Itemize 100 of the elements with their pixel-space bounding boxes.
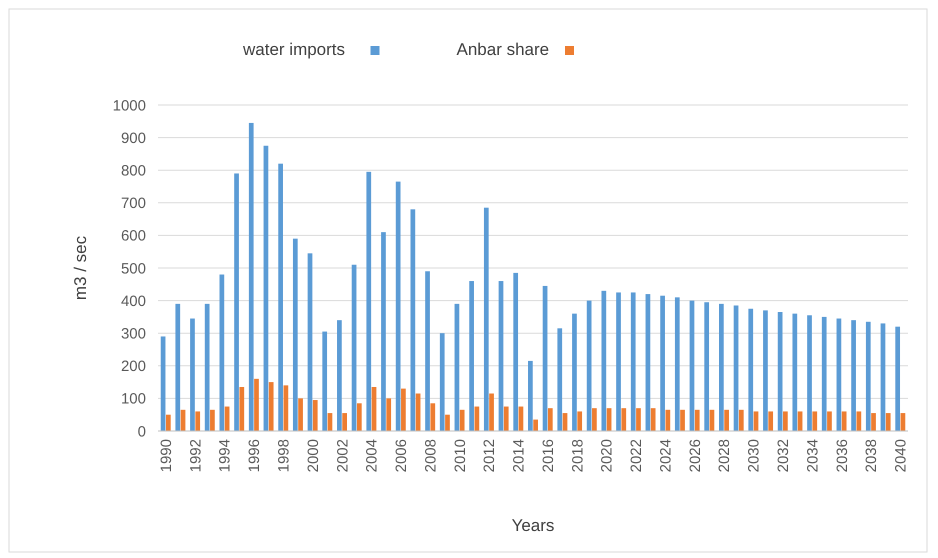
bar	[308, 253, 312, 431]
x-tick-label: 2010	[452, 439, 469, 472]
bar	[738, 410, 744, 431]
bar	[401, 388, 406, 431]
x-tick-label: 2022	[628, 439, 646, 472]
y-tick-label: 600	[120, 228, 146, 245]
x-tick-label: 2028	[716, 439, 734, 472]
bar	[768, 411, 774, 431]
x-tick-label: 2026	[686, 439, 704, 472]
x-tick-label: 2018	[569, 439, 586, 472]
bar	[386, 398, 392, 431]
y-tick-label: 200	[120, 358, 146, 376]
bar	[822, 316, 827, 431]
bar	[807, 315, 812, 431]
bar	[842, 411, 847, 431]
bar	[792, 314, 798, 431]
bar	[704, 302, 710, 431]
bar	[856, 411, 862, 431]
x-tick-label: 2014	[510, 439, 528, 472]
bar	[195, 411, 200, 431]
bar	[416, 394, 420, 431]
y-tick-label: 100	[120, 390, 146, 408]
bar	[498, 281, 504, 431]
bar	[489, 394, 494, 431]
bar	[577, 411, 582, 431]
bar	[298, 398, 303, 431]
bar	[871, 413, 876, 431]
x-tick-label: 2024	[657, 439, 674, 472]
x-tick-label: 2012	[481, 439, 498, 472]
x-axis-title: Years	[512, 516, 554, 535]
bar	[734, 305, 738, 431]
y-tick-label: 500	[120, 260, 146, 278]
bar	[396, 182, 401, 431]
y-tick-label: 1000	[112, 97, 146, 114]
bar	[356, 403, 362, 431]
bar	[410, 209, 416, 431]
bar	[895, 326, 900, 431]
bar	[748, 308, 754, 431]
y-axis-title: m3 / sec	[71, 235, 90, 300]
bar	[646, 294, 650, 431]
bar	[460, 410, 465, 431]
bar	[430, 403, 436, 431]
x-tick-label: 2008	[422, 439, 440, 472]
bar	[190, 318, 195, 431]
x-tick-label: 1998	[275, 439, 292, 472]
bar	[328, 413, 332, 431]
bar	[425, 271, 430, 431]
bar	[533, 420, 538, 431]
bar	[812, 411, 818, 431]
bar	[572, 314, 577, 431]
bar	[827, 411, 832, 431]
bar	[166, 414, 171, 431]
bar	[886, 413, 891, 431]
bar	[180, 410, 186, 431]
bar	[680, 410, 685, 431]
bar	[592, 408, 597, 431]
bar	[674, 297, 680, 431]
y-tick-label: 0	[138, 423, 146, 440]
bar	[518, 406, 524, 431]
y-tick-label: 400	[120, 292, 146, 310]
x-tick-label: 1994	[216, 439, 234, 472]
bar	[513, 272, 518, 431]
x-tick-label: 2002	[334, 439, 352, 472]
bar	[210, 410, 215, 431]
bar	[284, 385, 288, 431]
bar	[778, 312, 782, 431]
bar	[694, 410, 700, 431]
bar	[630, 292, 636, 431]
x-tick-label: 1992	[187, 439, 204, 472]
bar	[312, 400, 318, 431]
bar	[542, 286, 548, 431]
bar	[454, 304, 460, 431]
y-tick-label: 300	[120, 325, 146, 342]
x-tick-label: 2036	[834, 439, 851, 472]
x-tick-label: 2032	[775, 439, 792, 472]
y-tick-label: 800	[120, 162, 146, 180]
x-tick-label: 2006	[393, 439, 410, 472]
x-tick-label: 2034	[804, 439, 822, 472]
bar	[239, 386, 244, 431]
bar	[660, 296, 665, 431]
bar	[175, 304, 180, 431]
bar	[616, 292, 621, 431]
bar	[381, 232, 386, 431]
bar	[851, 320, 856, 431]
bar	[268, 382, 274, 431]
bar	[690, 300, 694, 431]
x-tick-label: 2004	[364, 439, 381, 472]
y-tick-label: 700	[120, 195, 146, 212]
x-tick-label: 2040	[892, 439, 910, 472]
bar	[224, 406, 230, 431]
bar	[342, 413, 347, 431]
x-tick-label: 1996	[246, 439, 264, 472]
bar	[528, 360, 533, 431]
bar	[763, 310, 768, 431]
bar	[204, 304, 210, 431]
x-tick-label: 2038	[863, 439, 880, 472]
bar	[710, 410, 714, 431]
x-tick-label: 1990	[158, 439, 175, 472]
bar	[586, 300, 592, 431]
bar	[754, 411, 758, 431]
